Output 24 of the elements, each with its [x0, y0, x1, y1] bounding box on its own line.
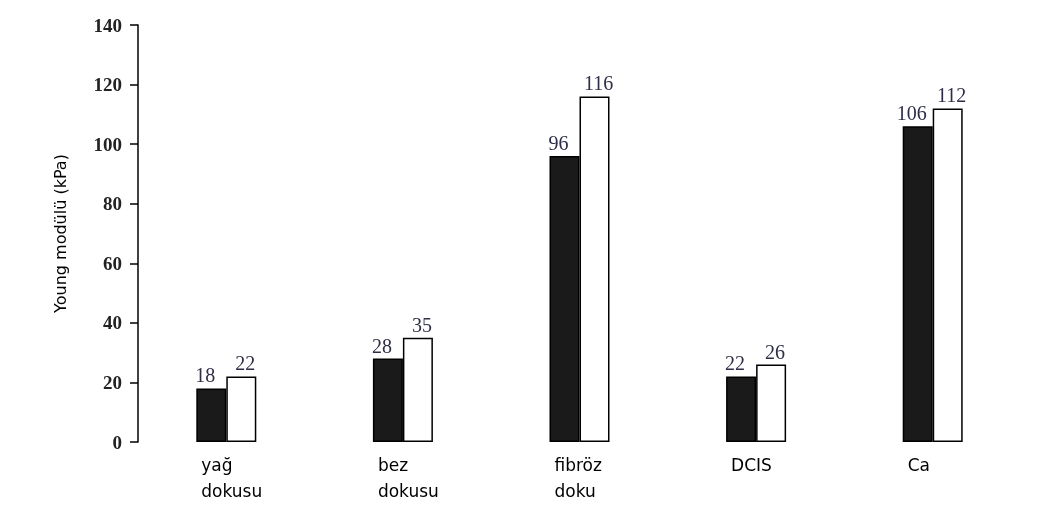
x-tick-label: DCIS: [731, 455, 772, 475]
x-tick-label: fibröz doku: [554, 455, 603, 501]
y-tick-label: 80: [103, 193, 122, 215]
data-label: 26: [765, 340, 786, 363]
data-label: 35: [411, 313, 432, 336]
y-tick-label: 0: [112, 431, 122, 453]
x-tick-label: Ca: [907, 455, 930, 475]
data-label: 112: [937, 84, 967, 107]
data-label: 116: [583, 72, 614, 95]
y-tick-label: 140: [93, 14, 122, 36]
y-axis-title: Young modülü (kPa): [50, 154, 70, 314]
data-label: 18: [195, 364, 216, 387]
x-tick-label: bez dokusu: [377, 455, 439, 501]
y-tick-label: 100: [93, 133, 122, 155]
data-label: 22: [725, 352, 746, 375]
y-tick-label: 60: [103, 252, 122, 274]
data-label: 22: [235, 352, 256, 375]
y-tick-label: 120: [93, 74, 122, 96]
data-label: 28: [371, 334, 392, 357]
y-tick-label: 40: [103, 312, 122, 334]
y-tick-label: 20: [103, 371, 122, 393]
x-tick-label: yağ dokusu: [201, 455, 263, 501]
data-label: 106: [896, 102, 927, 125]
data-label: 96: [548, 132, 569, 155]
